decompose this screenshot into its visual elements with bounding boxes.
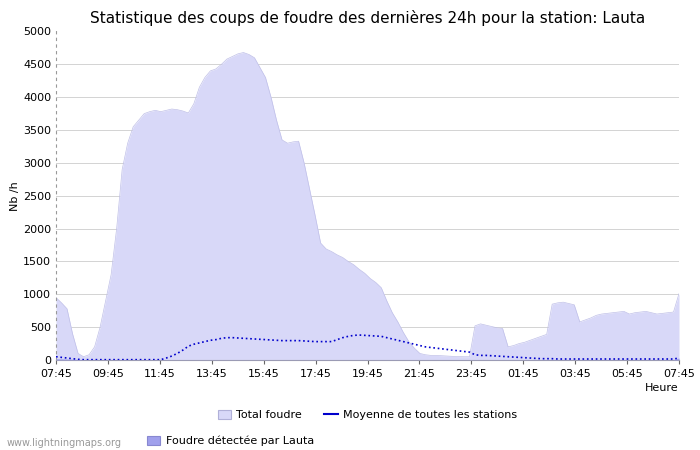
Text: www.lightningmaps.org: www.lightningmaps.org [7, 438, 122, 448]
Title: Statistique des coups de foudre des dernières 24h pour la station: Lauta: Statistique des coups de foudre des dern… [90, 10, 645, 26]
Y-axis label: Nb /h: Nb /h [10, 181, 20, 211]
Text: Heure: Heure [645, 383, 679, 393]
Legend: Foudre détectée par Lauta: Foudre détectée par Lauta [147, 436, 314, 446]
